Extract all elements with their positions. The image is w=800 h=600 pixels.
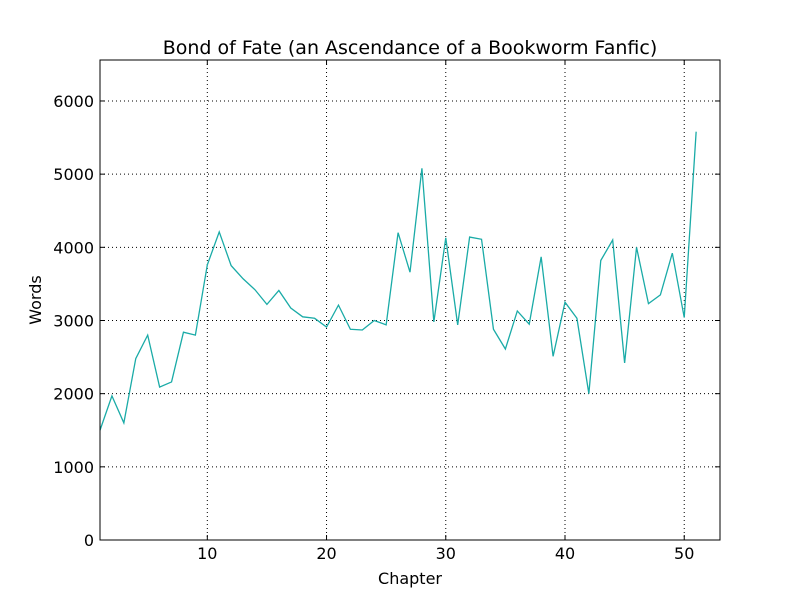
grid [100, 60, 720, 540]
y-tick-label: 6000 [53, 92, 94, 111]
y-tick-label: 1000 [53, 458, 94, 477]
series-layer [99, 131, 697, 431]
x-tick-label: 20 [316, 544, 336, 563]
y-tick-label: 3000 [53, 311, 94, 330]
ticks: 10 20 30 40 50 0 1000 2000 3000 4000 5000 6000 [53, 60, 720, 563]
y-tick-label: 4000 [53, 238, 94, 257]
x-axis-label: Chapter [378, 569, 442, 588]
series-line [99, 131, 697, 431]
y-tick-label: 2000 [53, 385, 94, 404]
plot-frame [99, 59, 721, 541]
x-tick-label: 50 [674, 544, 694, 563]
y-tick-label: 0 [84, 531, 94, 550]
x-tick-label: 30 [436, 544, 456, 563]
y-axis-label: Words [26, 275, 45, 324]
y-tick-label: 5000 [53, 165, 94, 184]
x-tick-label: 40 [555, 544, 575, 563]
chart-title: Bond of Fate (an Ascendance of a Bookwor… [163, 37, 658, 59]
x-tick-label: 10 [197, 544, 217, 563]
